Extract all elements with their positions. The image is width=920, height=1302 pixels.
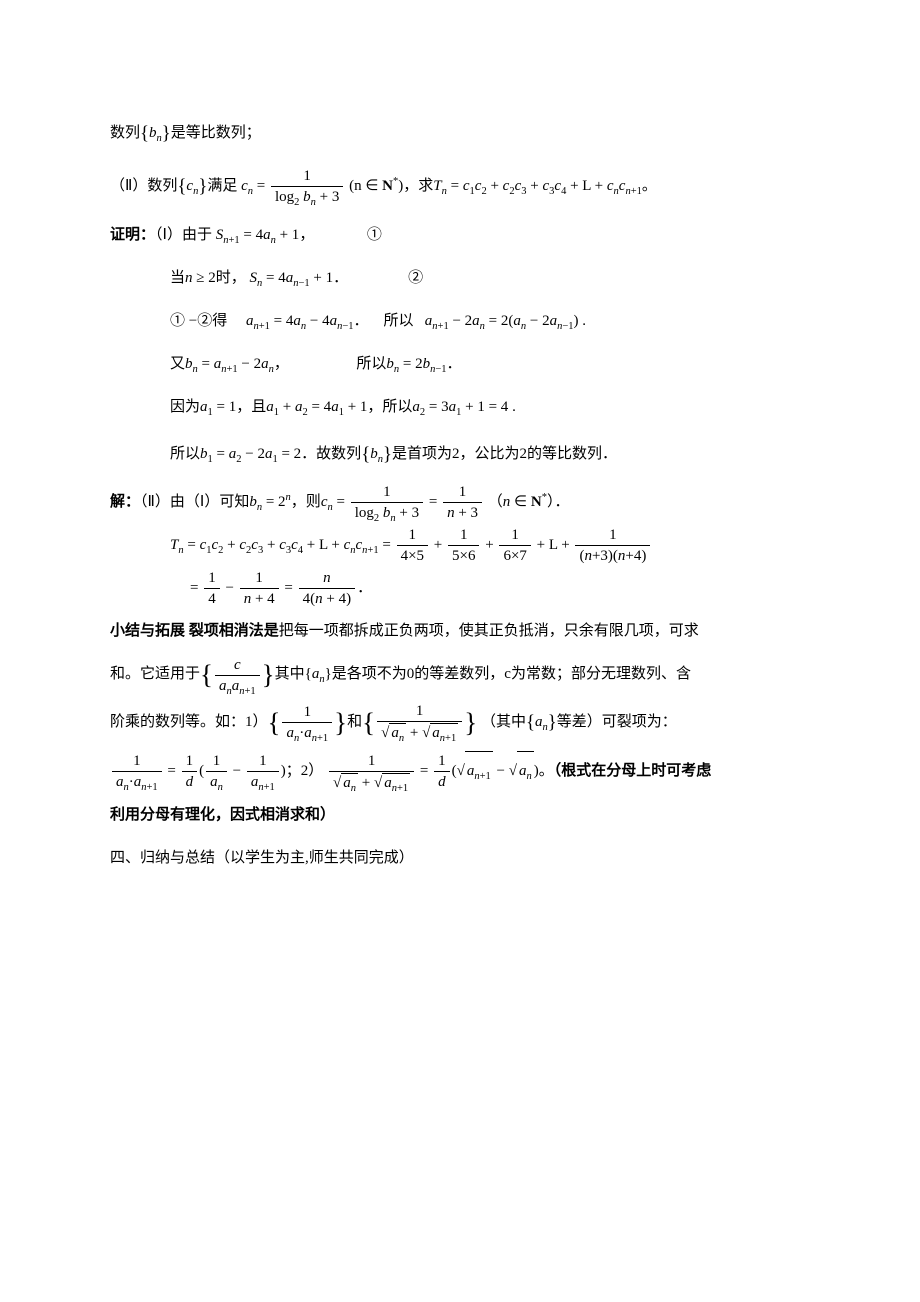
- text-line: 又bn = an+1 − 2an， 所以bn = 2bn−1．: [110, 345, 810, 384]
- set: N: [382, 178, 393, 194]
- var: b: [299, 189, 310, 205]
- text-line: 数列{bn}是等比数列；: [110, 110, 810, 159]
- txt: （其中: [481, 714, 526, 730]
- txt: (n ∈: [349, 178, 382, 194]
- num: 1: [499, 526, 530, 546]
- log: log: [275, 189, 294, 205]
- text-line: 1an·an+1 = 1d(1an − 1an+1)；2） 1√an + √an…: [110, 751, 810, 792]
- txt: 所以: [356, 356, 386, 372]
- txt: 。: [539, 763, 554, 779]
- proof-line: 证明：（Ⅰ）由于 Sn+1 = 4an + 1， ①: [110, 216, 810, 255]
- txt: 所以: [170, 446, 200, 462]
- txt: 满足: [207, 178, 237, 194]
- txt: −: [225, 580, 237, 596]
- txt: 和。它适用于: [110, 666, 200, 682]
- num: n: [299, 569, 355, 589]
- text-line: 所以b1 = a2 − 2a1 = 2．故数列{bn}是首项为2，公比为2的等比…: [110, 431, 810, 480]
- num: 1: [448, 526, 479, 546]
- txt: 等差）可裂项为：: [557, 714, 677, 730]
- circle-2: ②: [408, 270, 423, 286]
- txt: ．: [357, 580, 372, 596]
- txt: 因为: [170, 399, 200, 415]
- txt: ）．: [547, 494, 570, 510]
- circle-1: ①: [367, 227, 382, 243]
- den: 5×6: [448, 546, 479, 565]
- text-line: 当n ≥ 2时， Sn = 4an−1 + 1． ②: [110, 259, 810, 298]
- txt: 其中: [275, 666, 305, 682]
- txt: （Ⅱ）数列: [110, 178, 177, 194]
- txt: （Ⅱ）由（Ⅰ）可知: [140, 494, 249, 510]
- txt: 是等比数列；: [171, 125, 261, 141]
- txt: ① −②得: [170, 313, 227, 329]
- txt: （: [488, 494, 503, 510]
- txt: 数列: [110, 125, 140, 141]
- proof-label: 证明：: [110, 227, 155, 243]
- txt: 把每一项都拆成正负两项，使其正负抵消，只余有限几项，可求: [279, 623, 699, 639]
- num: 1: [271, 167, 343, 187]
- num: 1: [204, 569, 220, 589]
- num: 1: [240, 569, 279, 589]
- text-line: Tn = c1c2 + c2c3 + c3c4 + L + cncn+1 = 1…: [110, 526, 810, 565]
- var: b: [149, 125, 157, 141]
- text-line: = 14 − 1n + 4 = n4(n + 4)．: [110, 569, 810, 608]
- txt: （Ⅰ）由于: [155, 227, 212, 243]
- txt: 是首项为2，公比为2的等比数列．: [392, 446, 617, 462]
- txt: ，求: [403, 178, 433, 194]
- den: 4: [204, 589, 220, 608]
- txt: 时，: [216, 270, 246, 286]
- text-line: ① −②得 an+1 = 4an − 4an−1． 所以 an+1 − 2an …: [110, 302, 810, 341]
- txt: 。: [642, 178, 657, 194]
- txt: 和: [347, 714, 362, 730]
- text-line: 利用分母有理化，因式相消求和）: [110, 796, 810, 835]
- text-line: 和。它适用于{canan+1}其中{an}是各项不为0的等差数列，c为常数；部分…: [110, 655, 810, 694]
- text-line: 阶乘的数列等。如：1）{1an·an+1}和{1√an + √an+1} （其中…: [110, 699, 810, 748]
- txt: 阶乘的数列等。如：1）: [110, 714, 268, 730]
- den: 4×5: [397, 546, 428, 565]
- txt: ，所以: [367, 399, 412, 415]
- txt: 是各项不为0的等差数列，c为常数；部分无理数列、含: [332, 666, 691, 682]
- txt: ．: [333, 270, 348, 286]
- text-line: 因为a1 = 1，且a1 + a2 = 4a1 + 1，所以a2 = 3a1 +…: [110, 388, 810, 427]
- txt: ，且: [236, 399, 266, 415]
- summary-line: 小结与拓展 裂项相消法是把每一项都拆成正负两项，使其正负抵消，只余有限几项，可求: [110, 612, 810, 651]
- txt: 当: [170, 270, 185, 286]
- summary-label: 小结与拓展 裂项相消法是: [110, 623, 279, 639]
- text-line: （Ⅱ）数列{cn}满足 cn = 1log2 bn + 3 (n ∈ N*)，求…: [110, 163, 810, 212]
- txt: 又: [170, 356, 185, 372]
- solution-line: 解：（Ⅱ）由（Ⅰ）可知bn = 2n，则cn = 1log2 bn + 3 = …: [110, 483, 810, 522]
- txt: + 3: [316, 189, 339, 205]
- txt: ；2）: [286, 763, 324, 779]
- num: 1: [397, 526, 428, 546]
- txt: ．故数列: [301, 446, 361, 462]
- txt: ，: [274, 356, 289, 372]
- solution-label: 解：: [110, 494, 140, 510]
- txt: ．: [354, 313, 369, 329]
- txt: ，: [299, 227, 314, 243]
- page-content: 数列{bn}是等比数列； （Ⅱ）数列{cn}满足 cn = 1log2 bn +…: [0, 0, 920, 1302]
- txt: ，则: [291, 494, 321, 510]
- den: 6×7: [499, 546, 530, 565]
- num: 1: [575, 526, 650, 546]
- txt: 所以: [384, 313, 414, 329]
- section-heading: 四、归纳与总结（以学生为主,师生共同完成）: [110, 839, 810, 878]
- note: （根式在分母上时可考虑: [554, 763, 712, 779]
- num: 1: [443, 483, 482, 503]
